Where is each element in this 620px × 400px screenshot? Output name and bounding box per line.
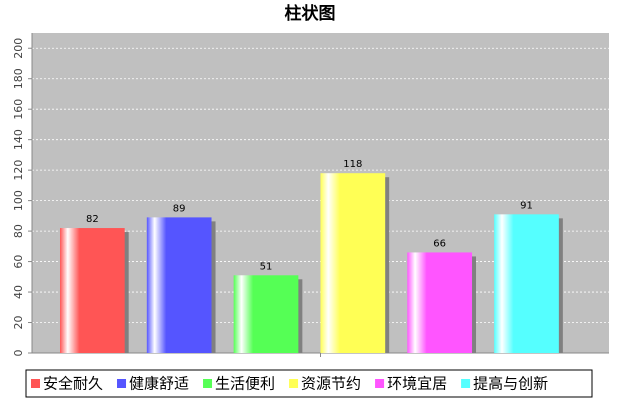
value-label: 89 <box>173 203 186 214</box>
y-tick-label: 80 <box>12 224 25 238</box>
y-tick-label: 40 <box>12 285 25 299</box>
legend-label: 资源节约 <box>301 375 361 393</box>
bar <box>233 275 299 353</box>
y-tick-label: 180 <box>12 68 25 89</box>
legend-swatch <box>31 379 40 388</box>
legend-label: 健康舒适 <box>129 375 189 393</box>
bar <box>320 173 386 353</box>
y-tick-label: 0 <box>12 350 25 357</box>
legend-label: 提高与创新 <box>473 375 548 393</box>
value-label: 51 <box>260 261 273 272</box>
legend-label: 环境宜居 <box>387 375 447 393</box>
chart-title: 柱状图 <box>285 3 336 24</box>
legend-swatch <box>375 379 385 388</box>
bar <box>407 252 473 353</box>
value-label: 91 <box>520 200 533 211</box>
y-tick-label: 140 <box>12 129 25 150</box>
value-label: 118 <box>343 159 362 170</box>
y-tick-label: 200 <box>12 38 25 59</box>
bar <box>60 228 125 353</box>
legend-label: 生活便利 <box>215 375 275 393</box>
legend-swatch <box>117 379 127 388</box>
y-tick-label: 160 <box>12 99 25 120</box>
y-tick-label: 100 <box>12 190 25 211</box>
legend-swatch <box>203 379 213 388</box>
value-label: 82 <box>86 214 99 225</box>
y-tick-label: 120 <box>12 160 25 181</box>
legend-swatch <box>289 379 299 388</box>
value-label: 66 <box>433 238 446 249</box>
legend-swatch <box>461 379 471 388</box>
y-tick-label: 20 <box>12 316 25 330</box>
bar <box>494 214 559 353</box>
bar <box>146 217 212 353</box>
y-tick-label: 60 <box>12 255 25 269</box>
legend-label: 安全耐久 <box>43 375 103 393</box>
